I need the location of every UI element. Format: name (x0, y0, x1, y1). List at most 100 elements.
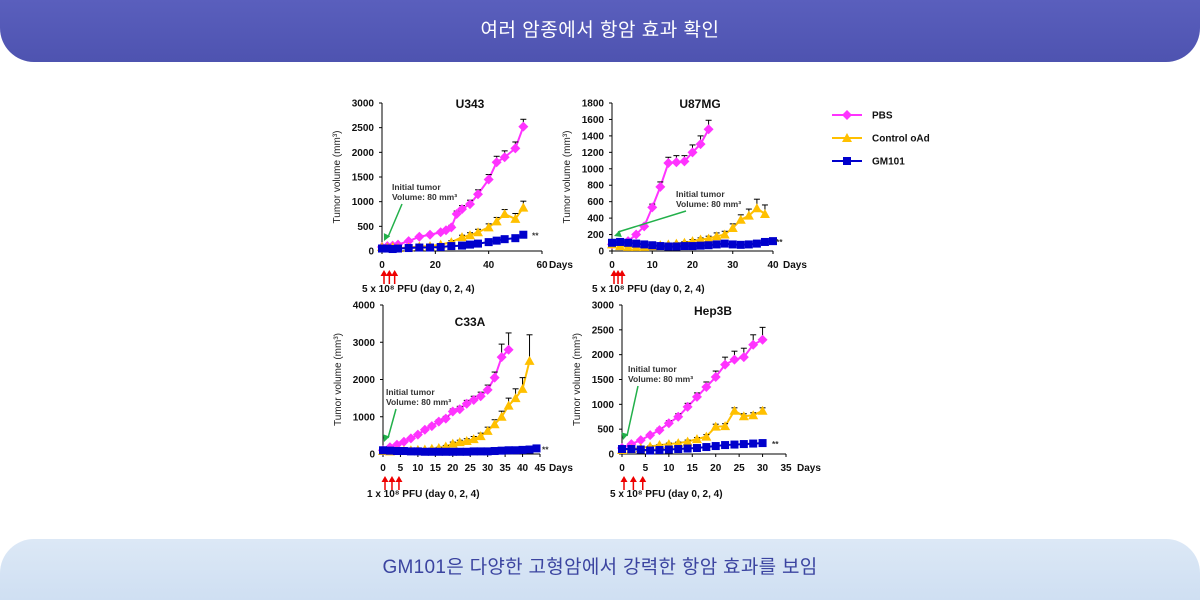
annotation-arrow (617, 210, 687, 233)
y-axis-label: Tumor volume (mm³) (332, 131, 343, 224)
data-point (696, 241, 705, 250)
injection-arrowhead (380, 270, 388, 276)
data-point (454, 437, 465, 447)
chart-u87mg: 0 200 400 600 800 1000 1200 1400 1600 1800 0 10 20 30… (562, 97, 807, 295)
chart-hep3b: 0 500 1000 1500 2000 2500 3000 0 5 10 15 20 25 30 35 Da… (572, 301, 821, 501)
data-point (672, 242, 681, 251)
x-tick-label: 5 (398, 463, 404, 474)
chart-title: C33A (455, 315, 486, 329)
y-axis-label: Tumor volume (mm³) (333, 333, 344, 426)
data-point (738, 352, 749, 363)
data-point (405, 433, 416, 444)
data-point (446, 222, 457, 233)
data-point (727, 222, 738, 232)
y-tick-label: 1500 (352, 173, 375, 184)
data-point (499, 152, 510, 163)
x-tick-label: 20 (687, 260, 699, 271)
data-point (695, 234, 706, 244)
data-point (680, 242, 689, 251)
data-point (457, 204, 467, 215)
data-point (420, 447, 429, 456)
data-point (748, 339, 759, 350)
y-tick-label: 1400 (582, 131, 605, 142)
data-point (468, 394, 479, 405)
y-tick-label: 2500 (352, 123, 375, 134)
data-point (710, 421, 721, 431)
annotation-line-1: Initial tumor (628, 364, 677, 374)
data-point (646, 446, 655, 455)
data-point (735, 214, 746, 224)
legend-marker (842, 110, 852, 120)
data-point (489, 419, 500, 429)
y-tick-label: 3000 (353, 338, 376, 349)
x-axis-unit: Days (549, 260, 573, 271)
data-point (383, 244, 392, 253)
y-tick-label: 0 (368, 247, 374, 258)
data-point (701, 381, 712, 392)
data-point (749, 439, 758, 448)
annotation-line-1: Initial tumor (392, 182, 441, 192)
data-point (413, 447, 422, 456)
data-point (683, 444, 692, 453)
significance-marker: ** (532, 231, 539, 241)
injection-arrowhead (381, 476, 389, 482)
data-point (728, 240, 737, 249)
data-point (500, 235, 509, 244)
data-point (461, 398, 472, 409)
annotation-arrow (387, 203, 403, 238)
x-tick-label: 40 (517, 463, 529, 474)
data-point (631, 229, 642, 240)
x-tick-label: 35 (500, 463, 512, 474)
y-tick-label: 1000 (582, 164, 605, 175)
data-point (457, 232, 467, 242)
y-tick-label: 0 (608, 450, 614, 461)
series-pbs (617, 326, 768, 454)
data-point (451, 209, 462, 219)
data-point (635, 435, 646, 446)
data-point (655, 446, 664, 455)
annotation-arrowhead (621, 432, 629, 440)
header-banner: 여러 암종에서 항암 효과 확인 (0, 0, 1200, 62)
annotation-arrowhead (383, 233, 391, 241)
data-point (518, 121, 529, 132)
series-line (621, 409, 764, 452)
data-point (406, 447, 415, 456)
chart-title: Hep3B (694, 304, 732, 318)
data-point (524, 355, 535, 365)
data-point (491, 157, 502, 168)
data-point (673, 411, 684, 422)
data-point (378, 244, 386, 253)
data-point (636, 445, 645, 454)
y-tick-label: 1000 (592, 400, 615, 411)
y-tick-label: 600 (587, 197, 604, 208)
data-point (511, 234, 520, 243)
data-point (682, 401, 693, 412)
data-point (656, 242, 665, 251)
data-point (490, 447, 499, 456)
data-point (720, 359, 731, 370)
annotation-arrowhead (614, 230, 622, 238)
data-point (721, 441, 730, 450)
data-point (532, 444, 541, 453)
y-axis-label: Tumor volume (mm³) (572, 333, 583, 426)
x-tick-label: 25 (734, 463, 746, 474)
annotation-line-2: Volume: 80 mm³ (676, 199, 741, 209)
data-point (499, 209, 510, 218)
injection-arrowhead (639, 476, 647, 482)
data-point (448, 447, 457, 456)
y-tick-label: 2500 (592, 325, 615, 336)
data-point (624, 238, 633, 247)
significance-marker: ** (542, 444, 549, 454)
data-point (483, 447, 492, 456)
data-point (447, 242, 456, 251)
data-point (616, 237, 625, 246)
data-point (687, 147, 698, 158)
data-point (704, 241, 713, 250)
x-tick-label: 0 (619, 463, 625, 474)
data-point (510, 213, 521, 223)
y-tick-label: 2000 (353, 375, 376, 386)
data-point (710, 372, 721, 383)
annotation-line-2: Volume: 80 mm³ (386, 397, 451, 407)
x-axis-unit: Days (549, 463, 573, 474)
y-tick-label: 500 (597, 425, 614, 436)
